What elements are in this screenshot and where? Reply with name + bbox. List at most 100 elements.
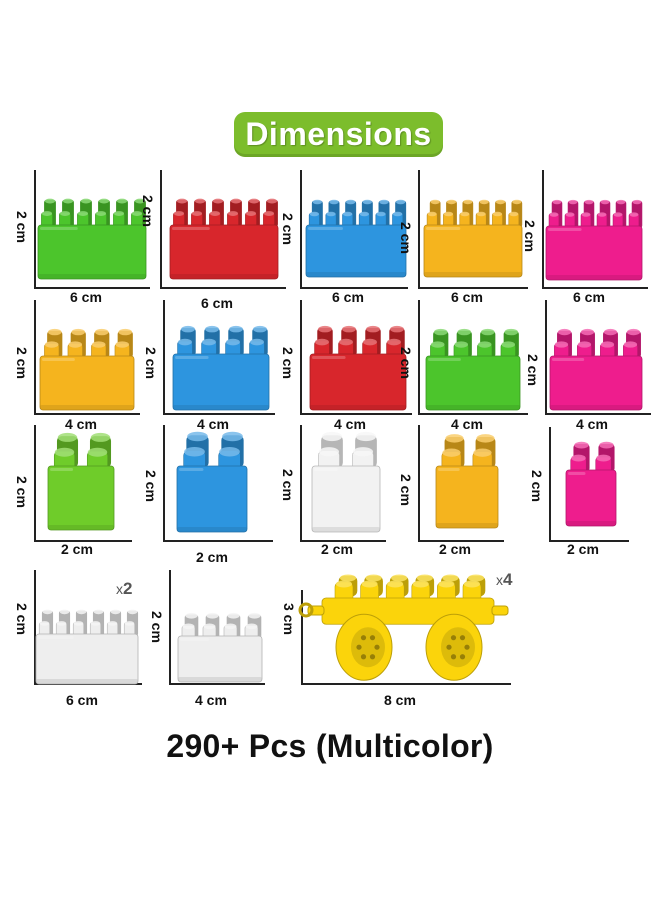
brick-yellow-2x2: [435, 434, 499, 529]
brick-stud-top: [224, 623, 237, 630]
width-label: 4 cm: [197, 416, 229, 432]
brick-stud-top: [416, 574, 433, 582]
width-axis-line: [169, 683, 265, 685]
brick-shadow: [40, 405, 134, 410]
brick-stud-top: [463, 199, 473, 205]
brick-stud-top: [173, 211, 185, 216]
brick-shadow: [436, 523, 498, 528]
brick-stud-top: [182, 623, 195, 630]
brick-stud-top: [396, 199, 406, 205]
brick-stud-top: [480, 328, 495, 336]
brick-red-4x2: [309, 325, 407, 411]
brick-stud-top: [95, 211, 107, 216]
brick-stud-top: [501, 341, 516, 348]
brick-highlight: [179, 468, 204, 471]
width-axis-line: [300, 287, 408, 289]
brick-shadow: [177, 527, 247, 532]
brick-stud-top: [248, 198, 260, 204]
brick-highlight: [428, 358, 461, 361]
car-wheel-hole: [356, 644, 362, 650]
brick-stud-top: [57, 432, 78, 442]
brick-highlight: [426, 227, 461, 230]
width-axis-line: [160, 287, 286, 289]
brick-body: [545, 225, 643, 281]
brick-body: [176, 465, 248, 533]
height-axis-line: [545, 300, 547, 413]
width-label: 6 cm: [201, 295, 233, 311]
car-wheel-hub: [441, 627, 475, 668]
width-label: 2 cm: [439, 541, 471, 557]
brick-stud-top: [387, 580, 404, 588]
brick-body: [435, 465, 499, 529]
brick-shadow: [424, 272, 522, 277]
brick-stud-top: [91, 341, 106, 348]
brick-stud-top: [343, 211, 353, 217]
brick-body: [425, 355, 521, 411]
piece-count-caption: 290+ Pcs (Multicolor): [166, 728, 494, 764]
brick-stud-top: [366, 325, 380, 333]
height-axis-line: [301, 590, 303, 683]
brick-stud-top: [443, 211, 454, 217]
brick-stud-top: [476, 211, 486, 217]
brick-stud-top: [47, 328, 62, 336]
brick-stud-top: [581, 212, 591, 217]
height-axis-line: [163, 300, 165, 413]
brick-stud-top: [229, 325, 243, 333]
brick-stud-top: [504, 328, 519, 336]
height-axis-line: [300, 300, 302, 413]
brick-stud-top: [227, 612, 240, 619]
brick-body: [172, 353, 270, 411]
width-label: 6 cm: [573, 289, 605, 305]
car-wheel-hole: [464, 644, 470, 650]
height-axis-line: [163, 425, 165, 540]
brick-stud-top: [212, 198, 224, 204]
quantity-multiplier: x2: [116, 579, 132, 599]
brick-stud-top: [365, 574, 382, 582]
brick-stud-top: [318, 325, 332, 333]
brick-stud-top: [390, 325, 404, 333]
brick-blue-4x2: [172, 325, 270, 411]
brick-stud-top: [596, 454, 611, 462]
brick-stud-top: [44, 341, 59, 348]
brick-stud-top: [113, 211, 125, 216]
brick-stud-top: [603, 328, 618, 336]
brick-stud-top: [391, 574, 408, 582]
width-axis-line: [542, 287, 648, 289]
brick-stud-top: [184, 446, 205, 457]
brick-stud-top: [54, 447, 75, 457]
car-hitch-right: [491, 605, 509, 616]
brick-stud-top: [468, 574, 484, 582]
brick-red-6x2: [169, 198, 279, 280]
car-wheel-hole: [450, 635, 457, 641]
height-axis-line: [418, 170, 420, 287]
brick-highlight: [552, 358, 585, 361]
brick-shadow: [312, 527, 380, 532]
brick-stud-top: [427, 211, 437, 217]
brick-stud-top: [178, 338, 192, 346]
brick-stud-top: [77, 211, 89, 216]
brick-shadow: [38, 274, 146, 279]
brick-stud-top: [326, 211, 336, 217]
brick-stud-top: [479, 199, 489, 205]
brick-body: [47, 465, 115, 531]
brick-stud-top: [600, 199, 610, 205]
brick-stud-top: [446, 199, 457, 205]
brick-body: [311, 465, 381, 533]
brick-stud-top: [318, 447, 340, 457]
height-axis-line: [300, 425, 302, 540]
width-axis-line: [418, 287, 528, 289]
car-hitch-ring: [298, 602, 314, 618]
brick-body: [309, 353, 407, 411]
brick-stud-top: [205, 325, 219, 333]
brick-body: [549, 355, 643, 411]
brick-highlight: [175, 356, 209, 359]
brick-stud-top: [568, 199, 578, 205]
